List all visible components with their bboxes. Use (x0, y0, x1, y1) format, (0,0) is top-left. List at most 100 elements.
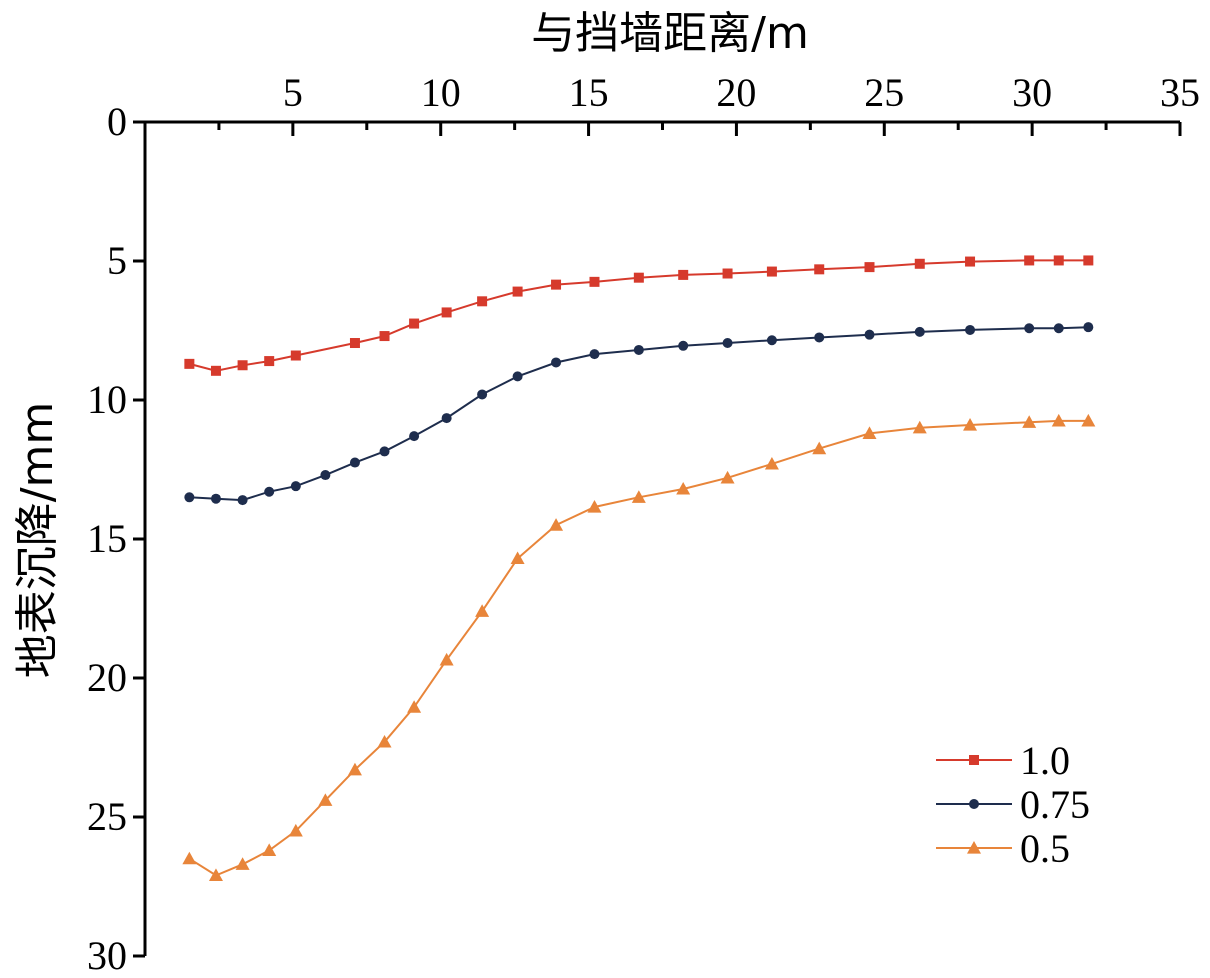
data-point (551, 279, 562, 290)
data-point (210, 493, 221, 504)
data-point (184, 492, 195, 503)
data-point (264, 356, 275, 367)
data-point (379, 331, 390, 342)
data-point (407, 700, 422, 713)
series-0-75 (184, 322, 1094, 506)
data-point (512, 286, 523, 297)
data-point (477, 389, 488, 400)
series-line (188, 419, 1089, 877)
series-1-0 (184, 255, 1094, 376)
data-point (1083, 322, 1094, 333)
data-point (766, 266, 777, 277)
data-point (864, 262, 875, 273)
data-point (441, 413, 452, 424)
data-point (475, 604, 490, 617)
data-point (237, 495, 248, 506)
x-tick-label: 30 (1012, 70, 1052, 115)
x-tick-label: 15 (569, 70, 609, 115)
data-point (864, 329, 875, 340)
legend-item: 0.5 (936, 826, 1070, 871)
series-0-5 (182, 413, 1096, 881)
y-axis-title: 地表沉降/mm (12, 402, 63, 679)
data-point (409, 318, 420, 329)
data-point (237, 360, 248, 371)
data-point (264, 486, 275, 497)
data-point (1053, 255, 1064, 266)
data-point (914, 258, 925, 269)
data-point (678, 340, 689, 351)
legend-item: 0.75 (936, 782, 1090, 827)
data-point (587, 500, 602, 513)
data-point (210, 365, 221, 376)
data-point (477, 296, 488, 307)
y-tick-label: 15 (87, 516, 127, 561)
y-tick-label: 30 (87, 933, 127, 978)
data-point (766, 335, 777, 346)
x-tick-label: 10 (421, 70, 461, 115)
data-point (441, 307, 452, 318)
y-tick-label: 25 (87, 794, 127, 839)
data-point (965, 324, 976, 335)
legend-marker (967, 841, 981, 854)
legend-label: 0.75 (1020, 782, 1090, 827)
data-point (720, 470, 735, 484)
data-point (1022, 415, 1037, 428)
data-point (912, 420, 927, 434)
data-point (814, 264, 825, 275)
y-tick-label: 5 (107, 238, 127, 283)
data-point (764, 456, 779, 470)
data-point (182, 851, 197, 865)
data-point (349, 338, 360, 349)
legend-label: 0.5 (1020, 826, 1070, 871)
data-point (914, 326, 925, 337)
x-tick-label: 25 (864, 70, 904, 115)
x-tick-label: 20 (716, 70, 756, 115)
data-point (208, 868, 223, 881)
y-tick-label: 10 (87, 377, 127, 422)
data-point (1024, 323, 1035, 334)
legend: 1.00.750.5 (936, 738, 1090, 871)
data-point (262, 843, 277, 856)
data-point (1053, 323, 1064, 334)
data-point (510, 551, 525, 565)
data-point (290, 481, 301, 492)
data-point (631, 490, 646, 503)
data-point (722, 268, 733, 279)
legend-marker (969, 755, 979, 765)
data-point (184, 358, 195, 369)
data-point (318, 793, 333, 806)
data-point (288, 823, 303, 837)
data-point (1083, 255, 1094, 266)
data-point (512, 371, 523, 382)
data-point (1024, 255, 1035, 266)
data-point (633, 272, 644, 283)
x-tick-label: 5 (283, 70, 303, 115)
data-point (320, 470, 331, 481)
data-point (589, 349, 600, 360)
data-point (965, 256, 976, 267)
data-point (349, 457, 360, 468)
series-group (182, 255, 1096, 881)
data-point (676, 481, 691, 495)
x-tick-label: 35 (1160, 70, 1200, 115)
data-point (814, 332, 825, 343)
data-point (633, 344, 644, 355)
data-point (235, 857, 250, 870)
data-point (551, 357, 562, 368)
data-point (439, 652, 454, 666)
data-point (409, 431, 420, 442)
data-point (290, 350, 301, 361)
legend-label: 1.0 (1020, 738, 1070, 783)
legend-item: 1.0 (936, 738, 1070, 783)
data-point (812, 441, 827, 455)
data-point (1051, 413, 1066, 427)
data-point (862, 426, 877, 439)
data-point (678, 269, 689, 280)
y-tick-label: 20 (87, 655, 127, 700)
data-point (377, 734, 392, 748)
data-point (1081, 413, 1096, 427)
x-axis-title: 与挡墙距离/m (531, 8, 809, 59)
data-point (347, 762, 362, 776)
legend-marker (969, 799, 979, 809)
